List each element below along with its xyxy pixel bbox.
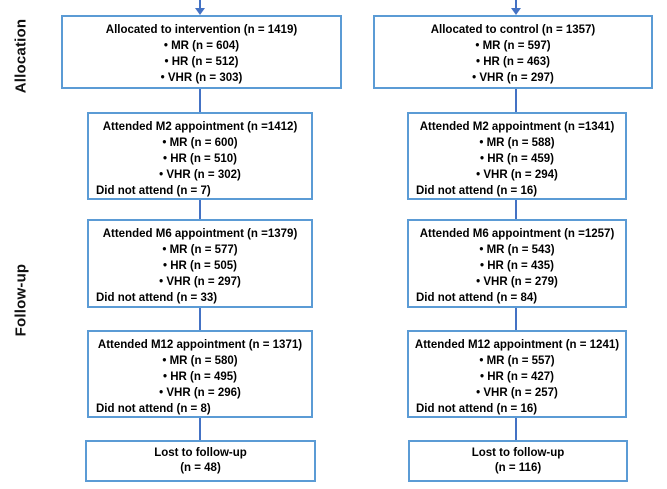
- box-bullet: • MR (n = 543): [479, 244, 555, 256]
- box-title: (n = 48): [180, 462, 221, 474]
- connector-line: [515, 0, 517, 9]
- box-bullet: • MR (n = 600): [162, 137, 238, 149]
- box-bullet: • HR (n = 427): [479, 371, 554, 383]
- connector-line: [515, 200, 517, 219]
- connector-line: [199, 200, 201, 219]
- box-bullet: • VHR (n = 296): [159, 387, 241, 399]
- box-footer: Did not attend (n = 84): [416, 292, 538, 304]
- box-bullet: • MR (n = 557): [479, 355, 555, 367]
- box-bullet: • VHR (n = 297): [472, 72, 554, 84]
- m2-box-control: Attended M2 appointment (n =1341) • MR (…: [407, 112, 627, 200]
- section-label-allocation: Allocation: [12, 18, 30, 94]
- connector-line: [515, 89, 517, 112]
- box-bullet: • VHR (n = 303): [160, 72, 243, 84]
- lost-to-followup-box-intervention: Lost to follow-up (n = 48): [85, 440, 316, 482]
- connector-line: [199, 0, 201, 9]
- connector-line: [199, 89, 201, 112]
- box-title: Attended M6 appointment (n =1379): [102, 228, 298, 240]
- connector-line: [515, 418, 517, 440]
- box-title: Attended M12 appointment (n = 1371): [97, 339, 303, 351]
- box-bullet: • VHR (n = 279): [476, 276, 558, 288]
- box-bullet: • HR (n = 463): [475, 56, 550, 68]
- allocation-box-intervention: Allocated to intervention (n = 1419) • M…: [61, 15, 342, 89]
- arrow-down-icon: [511, 8, 521, 15]
- box-title: Lost to follow-up: [471, 447, 565, 459]
- box-title: Attended M2 appointment (n =1341): [419, 121, 615, 133]
- box-title: (n = 116): [494, 462, 542, 474]
- box-bullet: • HR (n = 510): [162, 153, 237, 165]
- box-bullet: • MR (n = 597): [475, 40, 551, 52]
- box-bullet: • MR (n = 604): [163, 40, 240, 52]
- box-bullet: • HR (n = 459): [479, 153, 554, 165]
- box-footer: Did not attend (n = 16): [416, 185, 538, 197]
- box-title: Attended M6 appointment (n =1257): [419, 228, 615, 240]
- box-title: Attended M2 appointment (n =1412): [102, 121, 298, 133]
- box-footer: Did not attend (n = 16): [416, 403, 538, 415]
- box-footer: Did not attend (n = 7): [96, 185, 211, 197]
- box-footer: Did not attend (n = 8): [96, 403, 211, 415]
- box-bullet: • HR (n = 512): [164, 56, 239, 68]
- box-title: Lost to follow-up: [154, 447, 247, 459]
- box-bullet: • VHR (n = 297): [159, 276, 241, 288]
- box-title: Allocated to intervention (n = 1419): [105, 24, 298, 36]
- m6-box-control: Attended M6 appointment (n =1257) • MR (…: [407, 219, 627, 308]
- box-bullet: • VHR (n = 257): [476, 387, 558, 399]
- box-bullet: • HR (n = 505): [162, 260, 237, 272]
- lost-to-followup-box-control: Lost to follow-up (n = 116): [408, 440, 628, 482]
- connector-line: [199, 308, 201, 330]
- m12-box-intervention: Attended M12 appointment (n = 1371) • MR…: [87, 330, 313, 418]
- box-footer: Did not attend (n = 33): [96, 292, 218, 304]
- section-label-followup: Follow-up: [12, 263, 30, 337]
- arrow-down-icon: [195, 8, 205, 15]
- connector-line: [199, 418, 201, 440]
- box-bullet: • MR (n = 577): [162, 244, 238, 256]
- box-title: Attended M12 appointment (n = 1241): [414, 339, 620, 351]
- box-title: Allocated to control (n = 1357): [430, 24, 596, 36]
- box-bullet: • HR (n = 435): [479, 260, 554, 272]
- box-bullet: • HR (n = 495): [162, 371, 237, 383]
- box-bullet: • MR (n = 580): [162, 355, 238, 367]
- connector-line: [515, 308, 517, 330]
- m12-box-control: Attended M12 appointment (n = 1241) • MR…: [407, 330, 627, 418]
- m2-box-intervention: Attended M2 appointment (n =1412) • MR (…: [87, 112, 313, 200]
- box-bullet: • VHR (n = 302): [159, 169, 241, 181]
- box-bullet: • MR (n = 588): [479, 137, 555, 149]
- allocation-box-control: Allocated to control (n = 1357) • MR (n …: [373, 15, 653, 89]
- box-bullet: • VHR (n = 294): [476, 169, 558, 181]
- m6-box-intervention: Attended M6 appointment (n =1379) • MR (…: [87, 219, 313, 308]
